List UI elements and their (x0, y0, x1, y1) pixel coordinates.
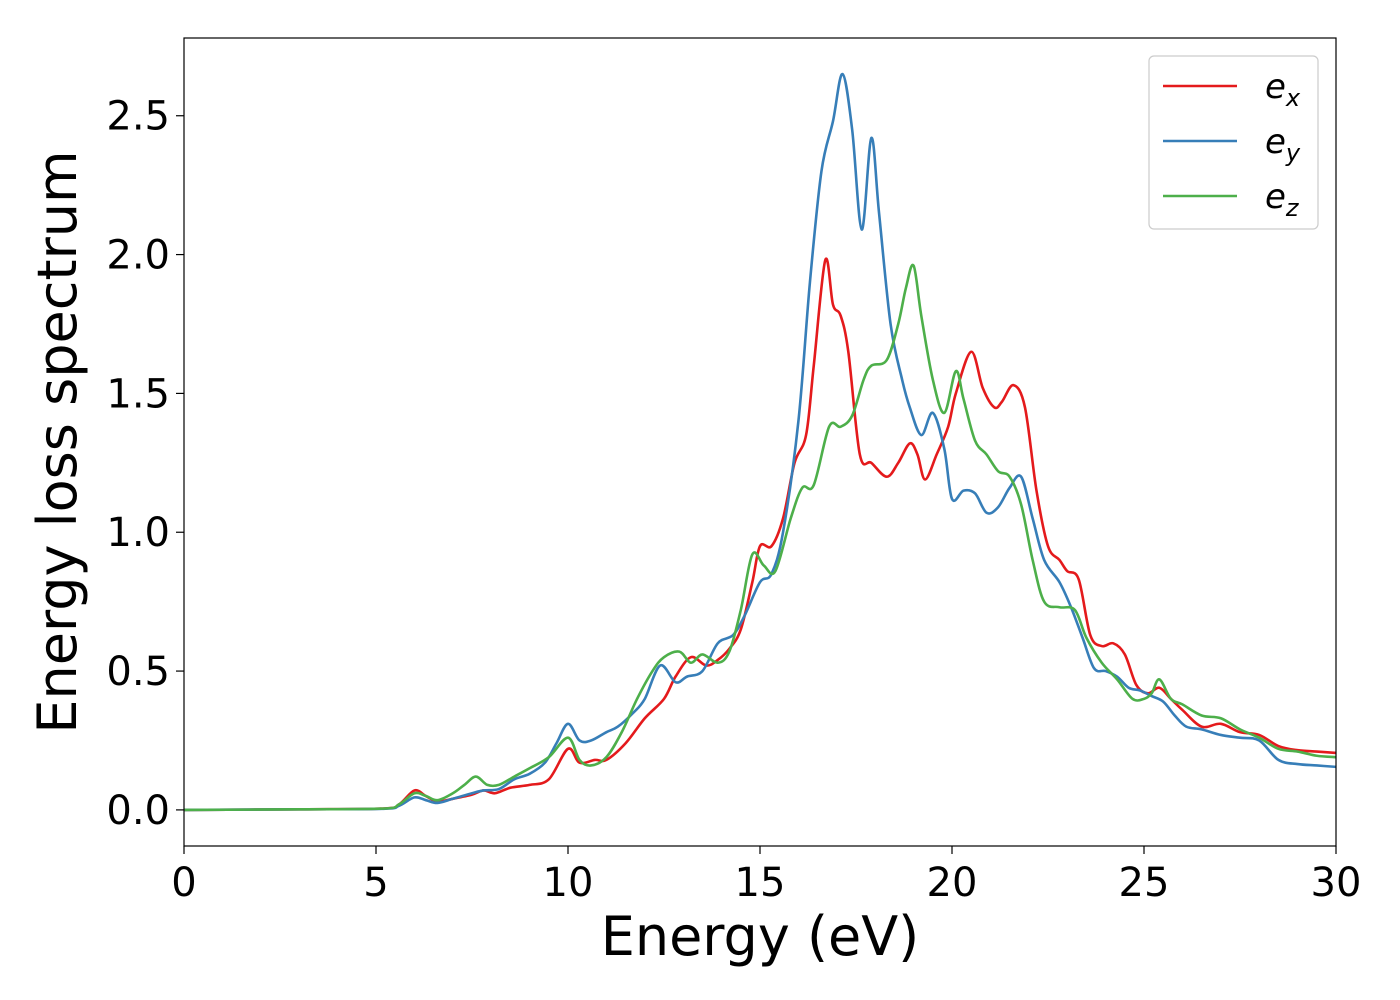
y-axis-ticks: 0.0 0.5 1.0 1.5 2.0 2.5 (106, 94, 184, 834)
y-axis-label: Energy loss spectrum (26, 150, 89, 733)
x-axis-label: Energy (eV) (601, 905, 920, 968)
y-tick-label: 2.5 (106, 94, 170, 140)
x-tick-label: 20 (927, 860, 978, 906)
y-tick-label: 1.5 (106, 371, 170, 417)
legend-label-ey: ey (1265, 122, 1301, 167)
y-tick-label: 2.0 (106, 233, 170, 279)
y-tick-label: 1.0 (106, 510, 170, 556)
x-tick-label: 25 (1119, 860, 1170, 906)
legend-label-ex: ex (1265, 67, 1301, 112)
legend-label-ez: ez (1265, 177, 1300, 222)
series-layer (184, 72, 1336, 812)
series-line-ey (184, 72, 1336, 812)
x-tick-label: 30 (1311, 860, 1362, 906)
series-line-ex (184, 257, 1336, 812)
x-tick-label: 5 (363, 860, 388, 906)
y-tick-label: 0.0 (106, 788, 170, 834)
x-tick-label: 0 (171, 860, 196, 906)
legend-box (1148, 55, 1319, 230)
x-tick-label: 15 (735, 860, 786, 906)
legend: ex ey ez (1148, 55, 1319, 230)
x-axis-ticks: 0 5 10 15 20 25 30 (171, 846, 1361, 906)
y-tick-label: 0.5 (106, 649, 170, 695)
series-line-ez (184, 263, 1336, 812)
x-tick-label: 10 (543, 860, 594, 906)
